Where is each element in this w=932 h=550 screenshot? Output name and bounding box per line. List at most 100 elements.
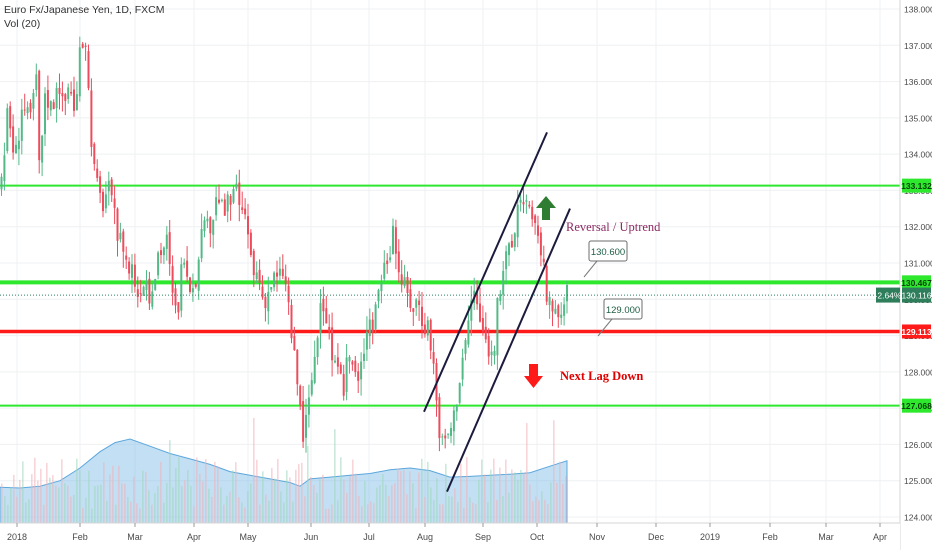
symbol-title[interactable]: Euro Fx/Japanese Yen, 1D, FXCM bbox=[4, 4, 165, 16]
volume-bar bbox=[256, 459, 258, 523]
candle-body bbox=[73, 89, 75, 111]
candle-body bbox=[58, 87, 61, 94]
time-axis[interactable]: 2018 Feb Mar Apr May Jun Jul Aug Sep Oct Nov Dec 201… bbox=[0, 522, 900, 550]
candle-body bbox=[26, 107, 29, 114]
candle-body bbox=[476, 290, 479, 305]
volume-bar bbox=[502, 496, 504, 523]
candle-body bbox=[180, 264, 183, 311]
volume-bar bbox=[232, 470, 234, 523]
volume-bar bbox=[520, 469, 522, 523]
volume-bar bbox=[22, 461, 24, 523]
volume-bar bbox=[262, 471, 264, 523]
candle-body bbox=[319, 303, 322, 334]
time-tick-label: May bbox=[239, 532, 257, 542]
volume-bar bbox=[484, 474, 486, 523]
candle-body bbox=[119, 232, 122, 240]
volume-bar bbox=[268, 500, 270, 523]
volume-bar bbox=[202, 481, 204, 523]
level-tag-text-130.467: 130.467 bbox=[901, 278, 932, 288]
candle-body bbox=[174, 288, 177, 306]
candle-body bbox=[145, 283, 148, 291]
candle-body bbox=[258, 269, 261, 283]
candle-body bbox=[560, 314, 563, 318]
volume-bar bbox=[523, 473, 525, 523]
price-axis[interactable]: 138.000137.000136.000135.000134.000133.0… bbox=[875, 0, 932, 550]
candle-body bbox=[128, 261, 131, 274]
volume-bar bbox=[73, 494, 75, 523]
candle-body bbox=[209, 217, 212, 234]
candle-body bbox=[299, 385, 302, 406]
volume-bar bbox=[424, 497, 426, 523]
volume-bar bbox=[397, 468, 399, 523]
volume-bar bbox=[97, 485, 99, 523]
candle-body bbox=[102, 191, 104, 212]
volume-bar bbox=[220, 487, 222, 523]
volume-bar bbox=[436, 478, 438, 523]
candle-body bbox=[189, 277, 191, 292]
candle-body bbox=[380, 282, 383, 292]
candle-body bbox=[316, 337, 319, 358]
candle-body bbox=[81, 43, 84, 48]
candle-body bbox=[360, 361, 363, 380]
volume-bar bbox=[292, 501, 294, 523]
candle-body bbox=[484, 326, 487, 340]
volume-bar bbox=[187, 469, 189, 523]
candle-body bbox=[235, 183, 238, 189]
volume-bar bbox=[493, 458, 495, 523]
channel-upper-line[interactable] bbox=[423, 131, 548, 413]
volume-bar bbox=[235, 462, 237, 523]
candle-body bbox=[418, 300, 421, 305]
volume-bar bbox=[385, 484, 387, 523]
candle-body bbox=[363, 353, 365, 362]
volume-bar bbox=[151, 504, 153, 523]
volume-bar bbox=[328, 508, 330, 523]
volume-bar bbox=[19, 479, 21, 523]
volume-bar bbox=[532, 501, 534, 523]
volume-bar bbox=[13, 474, 15, 523]
volume-bar bbox=[352, 459, 354, 523]
callout-129000-pointer bbox=[597, 318, 613, 337]
candle-body bbox=[17, 140, 20, 150]
volume-bar bbox=[487, 502, 489, 523]
volume-bar bbox=[418, 472, 420, 523]
candle-body bbox=[447, 433, 450, 435]
candle-body bbox=[354, 360, 357, 373]
candle-body bbox=[238, 182, 241, 205]
volume-bar bbox=[445, 463, 447, 523]
time-tick-label: Feb bbox=[72, 532, 88, 542]
candle-body bbox=[287, 285, 290, 303]
volume-bar bbox=[439, 504, 441, 523]
last-price-tag bbox=[902, 287, 931, 303]
candle-body bbox=[44, 93, 46, 135]
volume-bar bbox=[388, 495, 390, 523]
channel-lower-line[interactable] bbox=[446, 208, 571, 492]
volume-bar bbox=[370, 501, 372, 523]
candle-body bbox=[487, 335, 490, 357]
candle-body bbox=[206, 218, 209, 222]
volume-bar bbox=[172, 487, 174, 523]
volume-bar bbox=[376, 487, 378, 523]
volume-bar bbox=[412, 483, 414, 523]
volume-bar bbox=[130, 501, 132, 523]
candle-body bbox=[70, 91, 73, 94]
candle-body bbox=[493, 350, 496, 356]
candle-body bbox=[452, 410, 455, 432]
candle-body bbox=[241, 207, 244, 211]
volume-bar bbox=[238, 497, 240, 523]
candle-body bbox=[508, 243, 510, 256]
candle-body bbox=[197, 259, 200, 291]
trend-channel[interactable] bbox=[423, 131, 571, 492]
candle-body bbox=[386, 260, 389, 265]
candle-body bbox=[519, 199, 522, 203]
volume-bar bbox=[283, 502, 285, 523]
volume-bar bbox=[295, 469, 297, 523]
level-tag-text-127.068: 127.068 bbox=[901, 401, 932, 411]
candle-body bbox=[267, 291, 270, 312]
candle-body bbox=[183, 262, 186, 265]
candle-body bbox=[470, 300, 473, 321]
volume-title[interactable]: Vol (20) bbox=[4, 18, 41, 30]
arrow-up-icon bbox=[536, 196, 556, 220]
volume-bar bbox=[94, 486, 96, 523]
candle-body bbox=[87, 51, 90, 89]
